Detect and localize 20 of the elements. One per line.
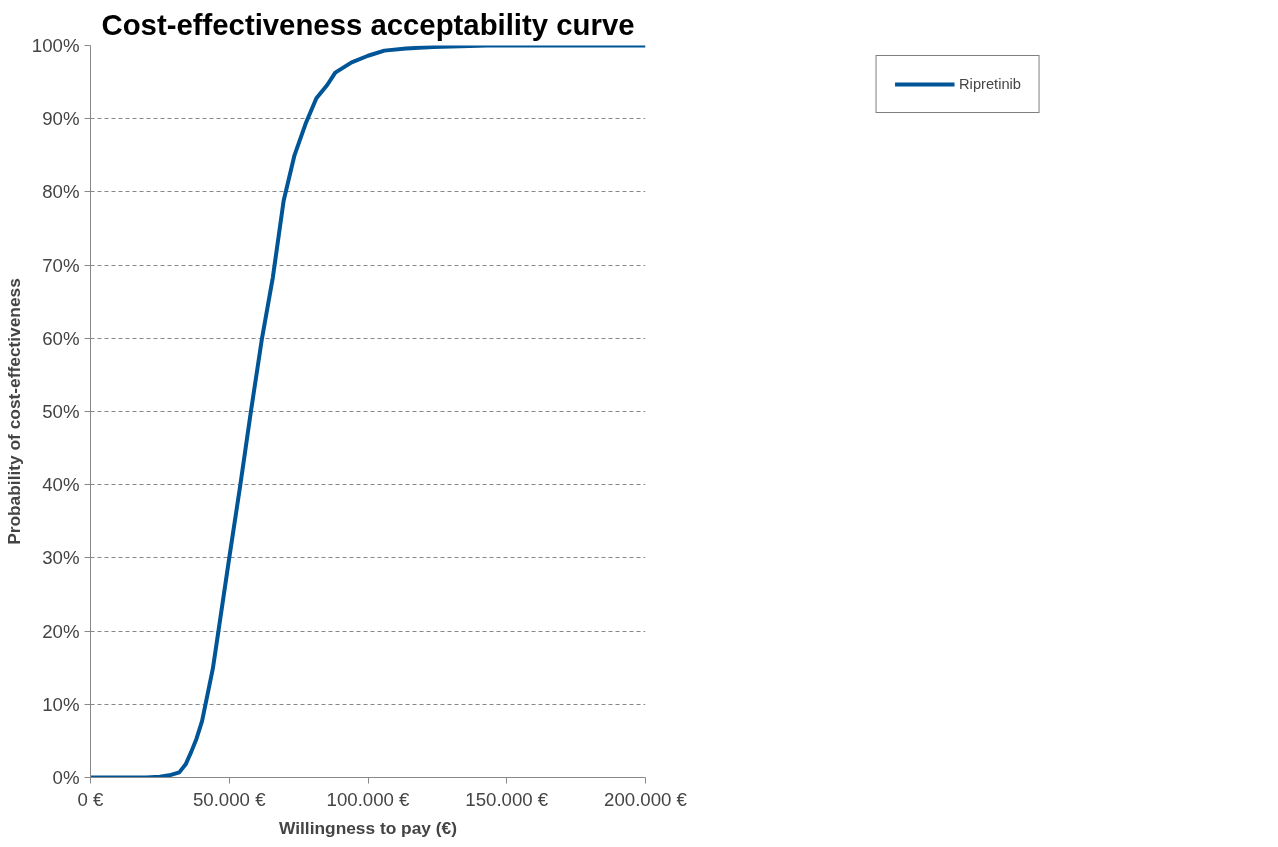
y-axis-title: Probability of cost-effectiveness: [3, 278, 24, 545]
y-tick-label: 20%: [42, 620, 80, 642]
y-tick-label: 100%: [31, 35, 80, 56]
y-tick-label: 90%: [42, 108, 80, 130]
x-tick-label: 50.000 €: [192, 788, 267, 810]
y-tick-label: 40%: [42, 474, 80, 496]
x-axis-title: Willingness to pay (€): [279, 817, 457, 838]
legend-label: Ripretinib: [959, 76, 1021, 92]
x-tick-label: 0 €: [77, 788, 105, 810]
y-tick-label: 30%: [42, 547, 80, 569]
y-tick-label: 70%: [42, 254, 80, 276]
x-tick-label: 100.000 €: [326, 788, 411, 810]
x-tick-label: 150.000 €: [465, 788, 549, 810]
y-tick-label: 80%: [42, 181, 80, 203]
y-tick-label: 60%: [42, 327, 80, 349]
y-tick-label: 0%: [52, 767, 80, 788]
y-tick-label: 10%: [42, 693, 80, 715]
x-tick-label: 200.000 €: [604, 788, 688, 810]
chart-title: Cost-effectiveness acceptability curve: [101, 7, 635, 41]
y-tick-label: 50%: [42, 401, 80, 422]
